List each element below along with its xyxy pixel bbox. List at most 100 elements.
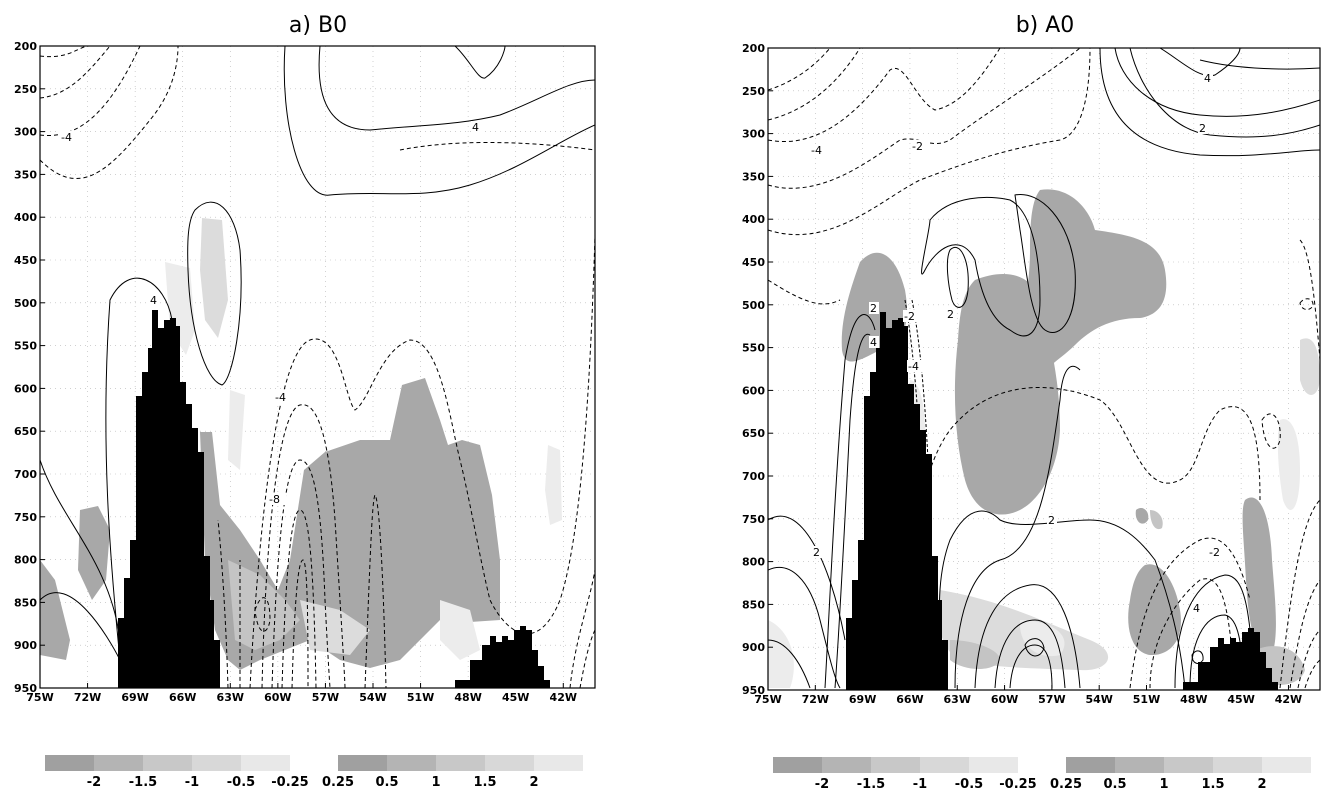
y-tick-label: 700 (14, 468, 37, 481)
contour-solid (974, 584, 1081, 689)
colorbar-swatch (436, 755, 485, 771)
contour-label: -4 (811, 144, 822, 157)
contour-solid (768, 639, 811, 689)
colorbar-swatch (1213, 757, 1262, 773)
contour-solid (1024, 638, 1045, 657)
panel-b-terrain (846, 312, 1278, 690)
x-tick-label: 69W (849, 693, 876, 706)
y-tick-label: 700 (742, 470, 765, 483)
y-tick-label: 450 (14, 254, 37, 267)
contour-dashed (271, 459, 331, 688)
shade-region (1277, 419, 1300, 510)
x-tick-label: 51W (1133, 693, 1160, 706)
colorbar-label: 0.5 (375, 775, 398, 790)
shade-region (200, 218, 228, 338)
contour-dashed (768, 279, 841, 305)
colorbar-label: -0.5 (955, 777, 983, 791)
contour-dashed (217, 519, 229, 688)
y-tick-label: 400 (742, 213, 765, 226)
colorbar-swatch (969, 757, 1018, 773)
contour-dashed (1289, 579, 1320, 689)
contour-solid (283, 46, 595, 196)
contour-solid (1099, 48, 1320, 157)
contour-solid (1199, 59, 1320, 70)
terrain-mountain (455, 626, 550, 688)
colorbar-swatch (534, 755, 583, 771)
contour-solid (1114, 48, 1320, 117)
contour-label: -2 (904, 310, 915, 323)
panel-b-title: b) A0 (1016, 13, 1075, 38)
contour-dashed (1149, 578, 1236, 689)
contour-solid (768, 515, 846, 641)
colorbar-label: 1 (431, 775, 440, 790)
colorbar-label: -1.5 (129, 775, 157, 790)
x-tick-label: 57W (312, 691, 339, 704)
contour-dashed (40, 46, 91, 58)
contour-solid (318, 46, 595, 131)
panel-a-shading (40, 218, 562, 670)
panel-a-axes: 200 250 300 350 400 450 500 550 600 650 700 750 800 8… (14, 40, 577, 704)
contour-solid (1191, 650, 1204, 664)
contour-solid (454, 46, 506, 79)
panel-a-plot-area: -4 4 4 -4 -8 (40, 46, 595, 688)
contour-solid (824, 314, 876, 689)
x-tick-label: 66W (896, 693, 923, 706)
y-tick-label: 500 (14, 297, 37, 310)
y-tick-label: 750 (14, 511, 37, 524)
colorbar-label: -2 (87, 775, 101, 790)
contour-solid (994, 619, 1066, 689)
contour-label: -4 (61, 131, 72, 144)
contour-label: 2 (870, 302, 877, 315)
colorbar-label: 1.5 (473, 775, 496, 790)
y-tick-label: 850 (742, 598, 765, 611)
x-tick-label: 66W (169, 691, 196, 704)
panel-a-colorbar: -2 -1.5 -1 -0.5 -0.25 0.25 0.5 1 1.5 2 (45, 755, 583, 790)
contour-label: 4 (1204, 72, 1211, 85)
shade-region (768, 620, 794, 688)
contour-solid (40, 277, 173, 661)
y-tick-label: 800 (742, 556, 765, 569)
colorbar-swatch (822, 757, 871, 773)
colorbar-swatch (1115, 757, 1164, 773)
x-tick-label: 75W (754, 693, 781, 706)
y-tick-label: 850 (14, 596, 37, 609)
colorbar-label: -1 (913, 777, 927, 791)
contour-dashed (1261, 413, 1281, 449)
contour-dashed (40, 46, 141, 137)
colorbar-label: 0.25 (322, 775, 354, 790)
panel-b-colorbar: -2 -1.5 -1 -0.5 -0.25 0.25 0.5 1 1.5 2 (773, 757, 1311, 791)
panel-b-frame (767, 47, 1321, 691)
colorbar-swatch (920, 757, 969, 773)
colorbar-label: -2 (815, 777, 829, 791)
shade-region (228, 560, 300, 650)
colorbar-label: 1.5 (1201, 777, 1224, 791)
y-tick-label: 550 (742, 342, 765, 355)
contour-label: 2 (1199, 122, 1206, 135)
panel-b-axes: 200 250 300 350 400 450 500 550 600 650 700 750 800 8… (742, 42, 1302, 706)
contour-solid (1009, 644, 1053, 689)
contour-dashed (249, 234, 595, 688)
panel-a-terrain (118, 310, 550, 688)
panel-a-contour-labels: -4 4 4 -4 -8 (60, 121, 481, 506)
shade-region (1242, 497, 1276, 660)
y-tick-label: 650 (14, 425, 37, 438)
y-tick-label: 450 (742, 256, 765, 269)
contour-solid (834, 333, 871, 689)
contour-dashed (768, 48, 861, 121)
contour-label: 4 (472, 121, 479, 134)
contour-dashed (579, 629, 595, 688)
panel-a: a) B0 (14, 13, 596, 704)
y-tick-label: 900 (14, 639, 37, 652)
contour-solid (938, 510, 1186, 689)
shade-region (40, 560, 70, 660)
contour-solid (768, 567, 841, 689)
colorbar-label: 2 (529, 775, 538, 790)
x-tick-label: 42W (550, 691, 577, 704)
x-tick-label: 75W (26, 691, 53, 704)
contour-dashed (261, 404, 346, 688)
y-tick-label: 900 (742, 641, 765, 654)
panel-b-shading (768, 189, 1320, 688)
x-tick-label: 54W (359, 691, 386, 704)
colorbar-label: 0.25 (1050, 777, 1082, 791)
